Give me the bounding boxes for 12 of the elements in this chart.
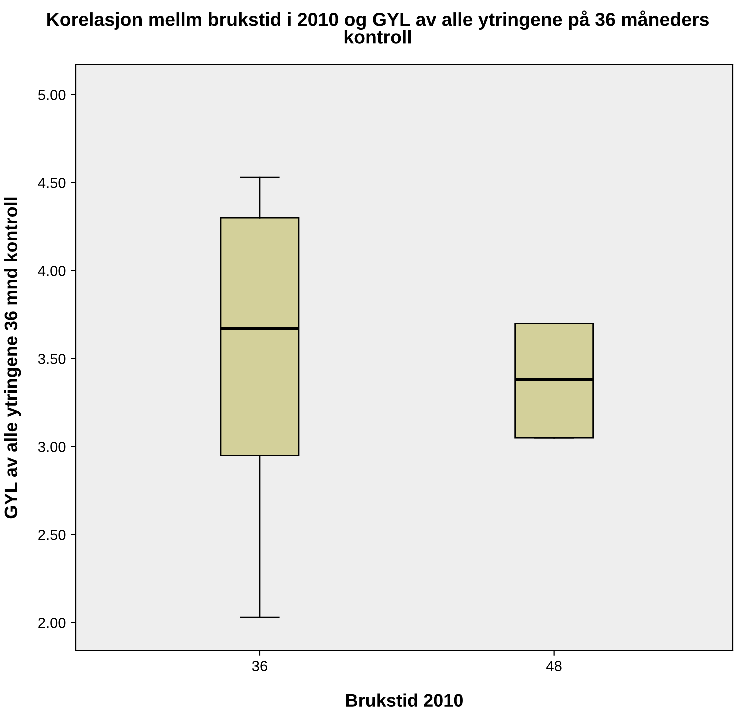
x-axis-title: Brukstid 2010	[346, 694, 463, 708]
x-tick-label: 36	[252, 661, 268, 672]
y-tick-label: 4.50	[38, 178, 66, 188]
x-tick-label: 48	[546, 661, 562, 672]
y-tick-label: 5.00	[38, 90, 66, 100]
y-tick-label: 3.00	[38, 442, 66, 452]
y-axis-title: GYL av alle ytringene 36 mnd kontroll	[4, 198, 22, 519]
chart-title: Korelasjon mellm brukstid i 2010 og GYL av alle ytringene på 36 måneders kontroll	[48, 10, 709, 44]
y-tick-label: 2.50	[38, 530, 66, 540]
y-tick-label: 3.50	[38, 354, 66, 364]
y-tick-label: 2.00	[38, 618, 66, 628]
y-tick-label: 4.00	[38, 266, 66, 276]
